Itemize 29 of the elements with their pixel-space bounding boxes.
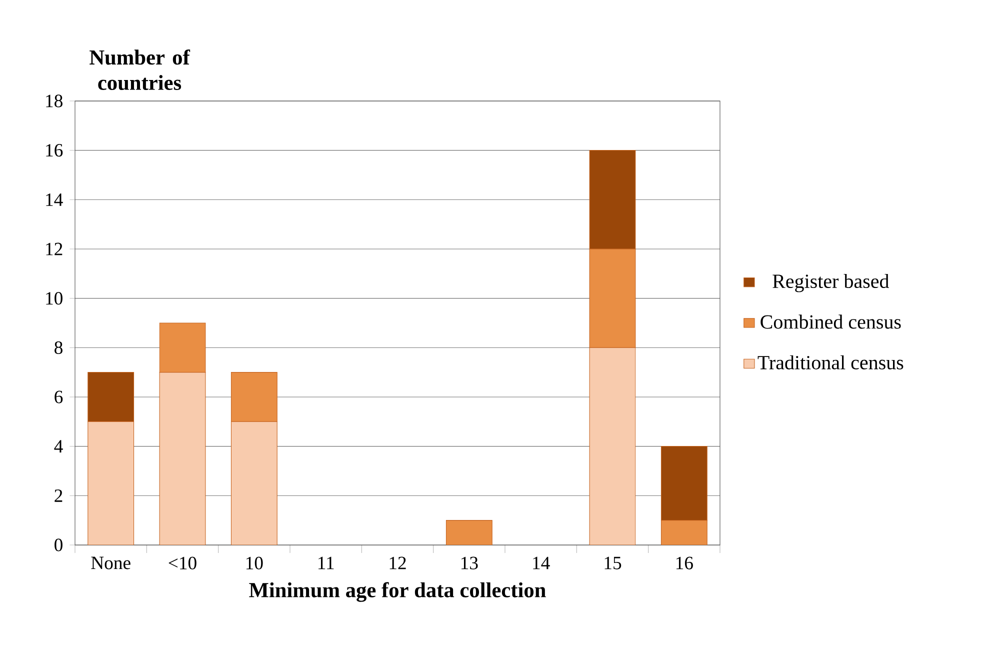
x-tick-label: 13	[461, 556, 478, 570]
x-tick-label: <10	[168, 556, 196, 570]
legend-label: Traditional census	[758, 355, 904, 370]
x-tick-label: 10	[246, 556, 263, 570]
bar	[159, 322, 206, 373]
x-tick-label: None	[91, 556, 130, 570]
y-tick-label: 16	[46, 144, 63, 157]
x-tick-label: 16	[676, 556, 693, 570]
y-tick-label: 8	[54, 341, 62, 354]
bar	[230, 372, 278, 422]
legend-label: Combined census	[760, 314, 901, 329]
y-tick-label: 12	[46, 242, 62, 256]
bar	[589, 248, 636, 348]
bar	[660, 520, 708, 545]
bar	[446, 520, 492, 545]
y-axis-title: Number of countries	[90, 49, 190, 90]
y-tick-label: 18	[46, 94, 62, 108]
y-tick-label: 0	[54, 538, 62, 552]
y-tick-label: 6	[54, 390, 63, 404]
x-tick-label: 12	[390, 556, 406, 570]
x-tick-label: 11	[318, 556, 334, 570]
y-tick-label: 2	[54, 489, 62, 502]
y-tick-label: 14	[46, 193, 63, 206]
legend-label: Register based	[772, 274, 890, 292]
y-tick-label: 4	[54, 440, 63, 452]
y-tick-label: 10	[46, 292, 62, 305]
x-tick-label: 14	[533, 556, 550, 570]
x-tick-label: 15	[604, 556, 622, 570]
x-axis-title: Minimum age for data collection	[249, 582, 546, 602]
